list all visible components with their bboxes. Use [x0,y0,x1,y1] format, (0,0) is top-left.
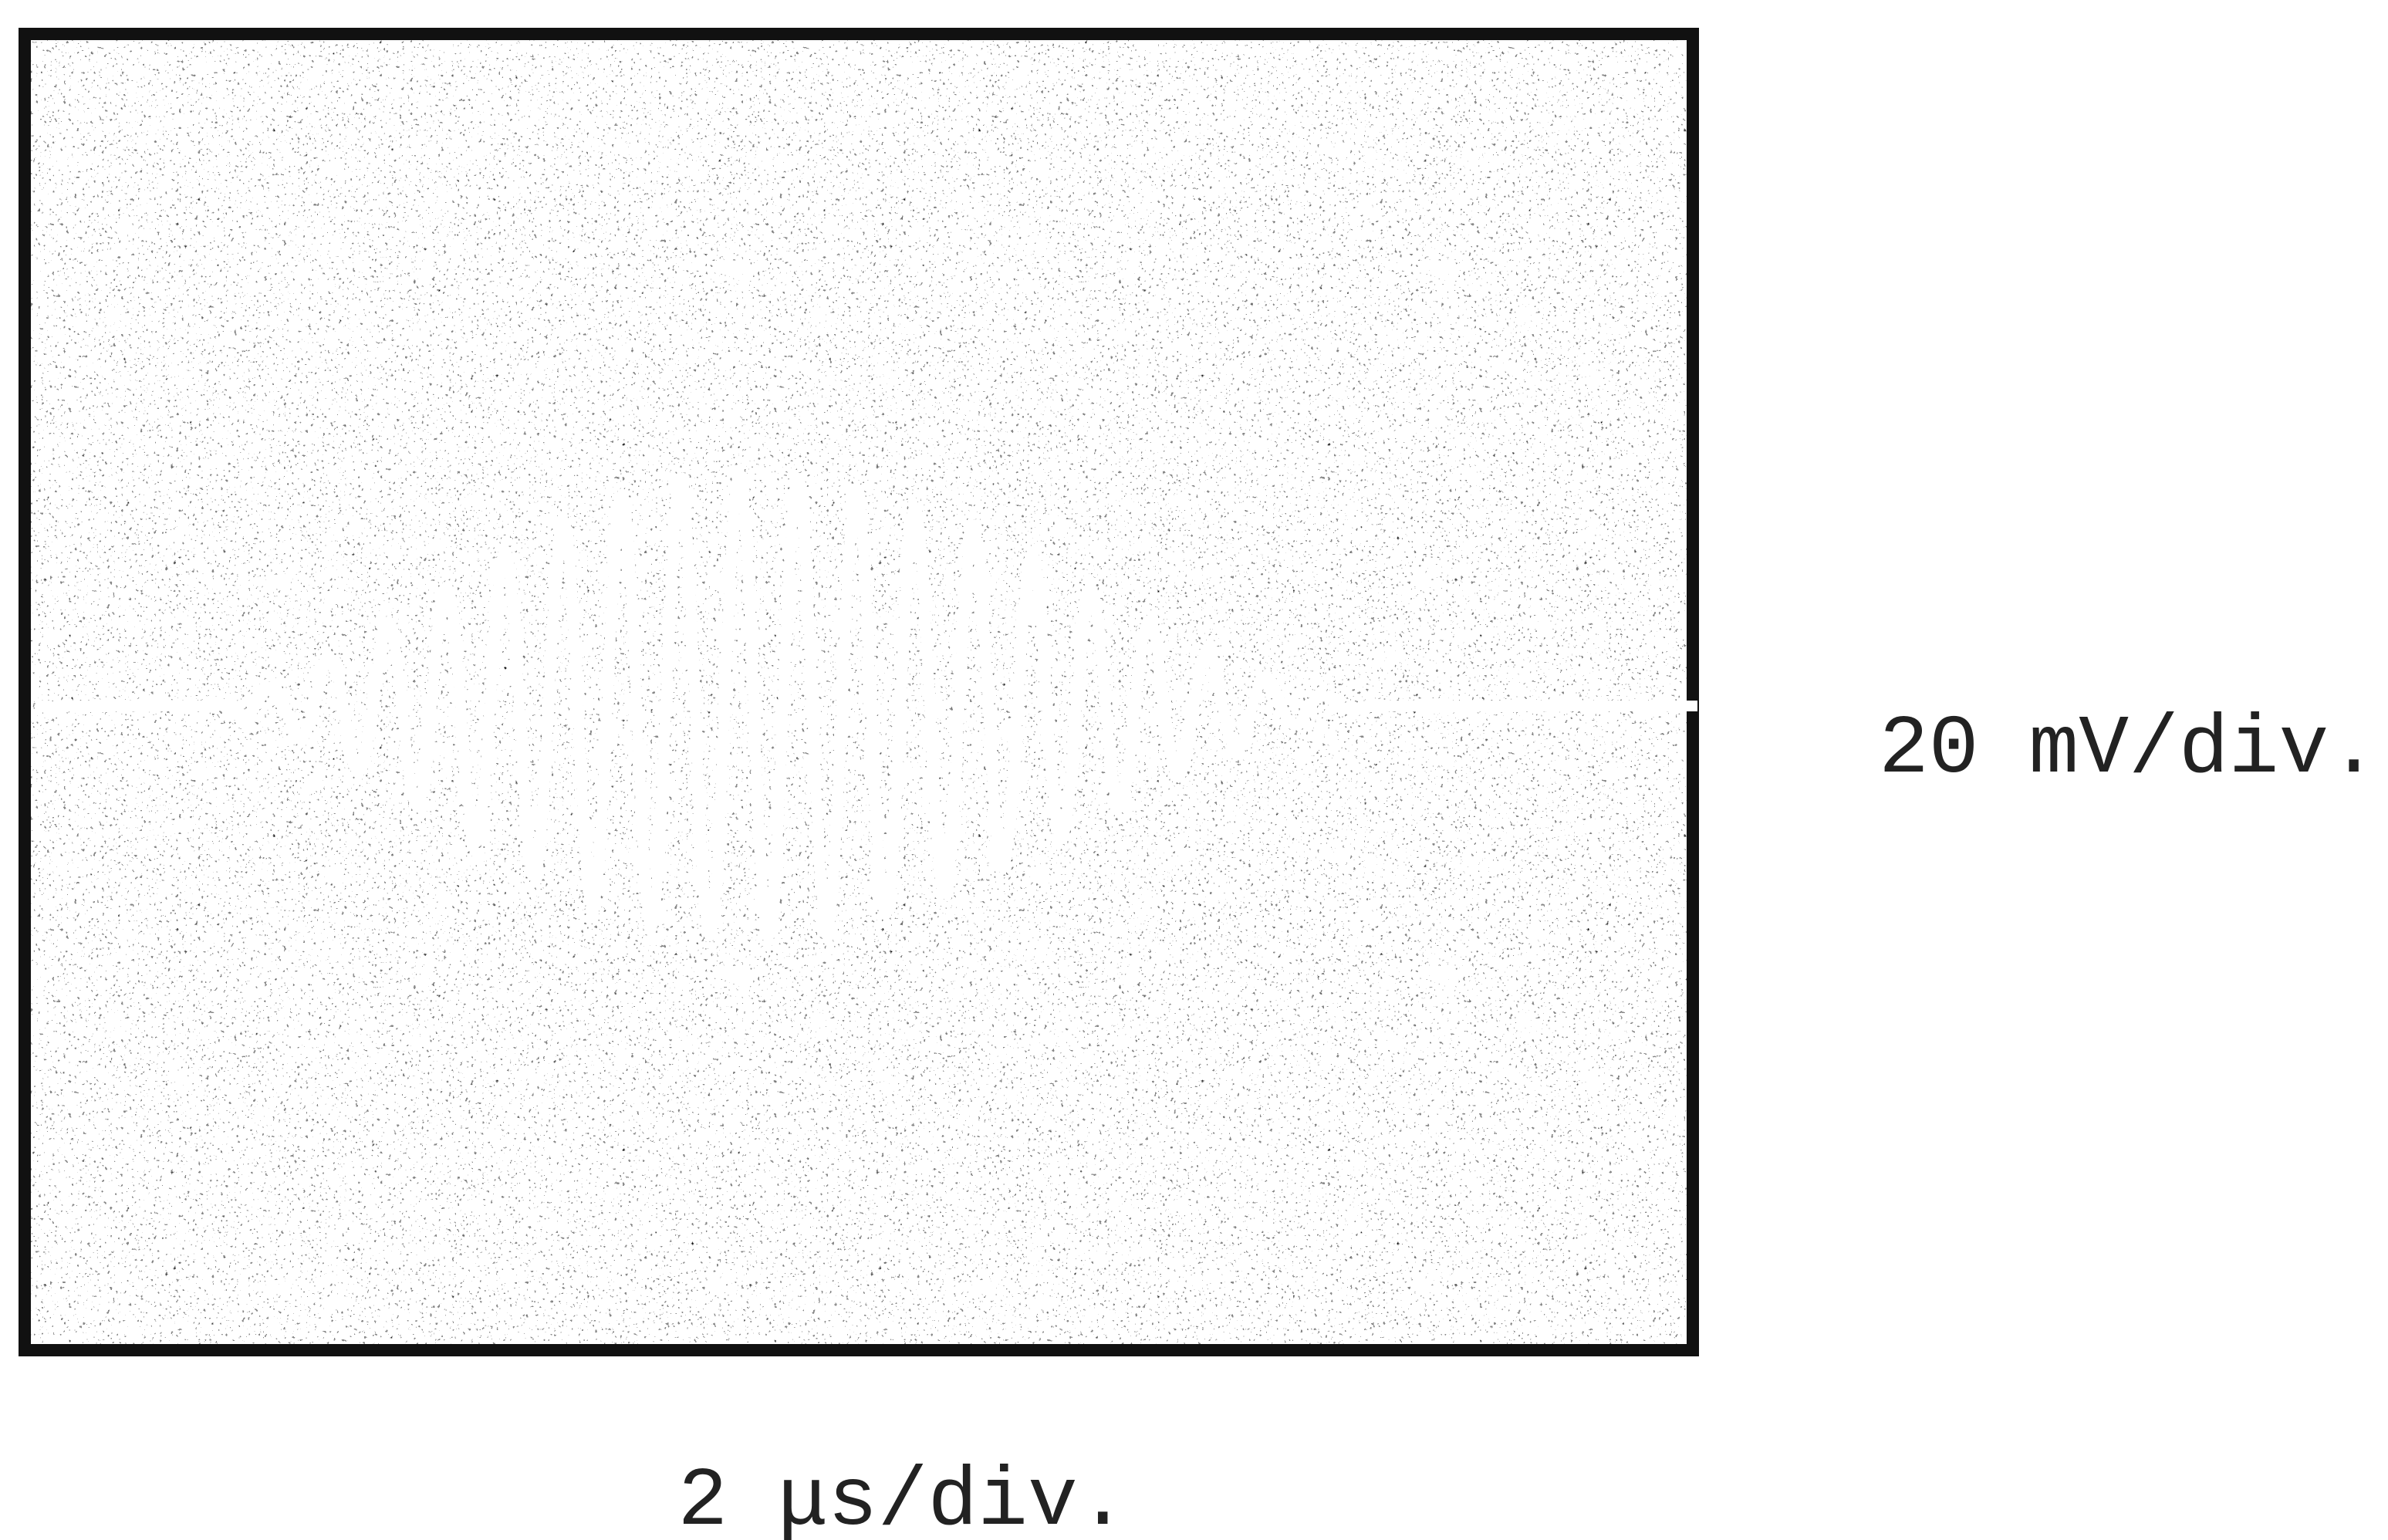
oscilloscope-screen [19,28,1701,1356]
vertical-scale-label: 20 mV/div. [1879,703,2379,797]
waveform-trace [50,469,1701,942]
screen-noise [31,40,1687,1344]
horizontal-scale-label: 2 μs/div. [677,1455,1127,1540]
